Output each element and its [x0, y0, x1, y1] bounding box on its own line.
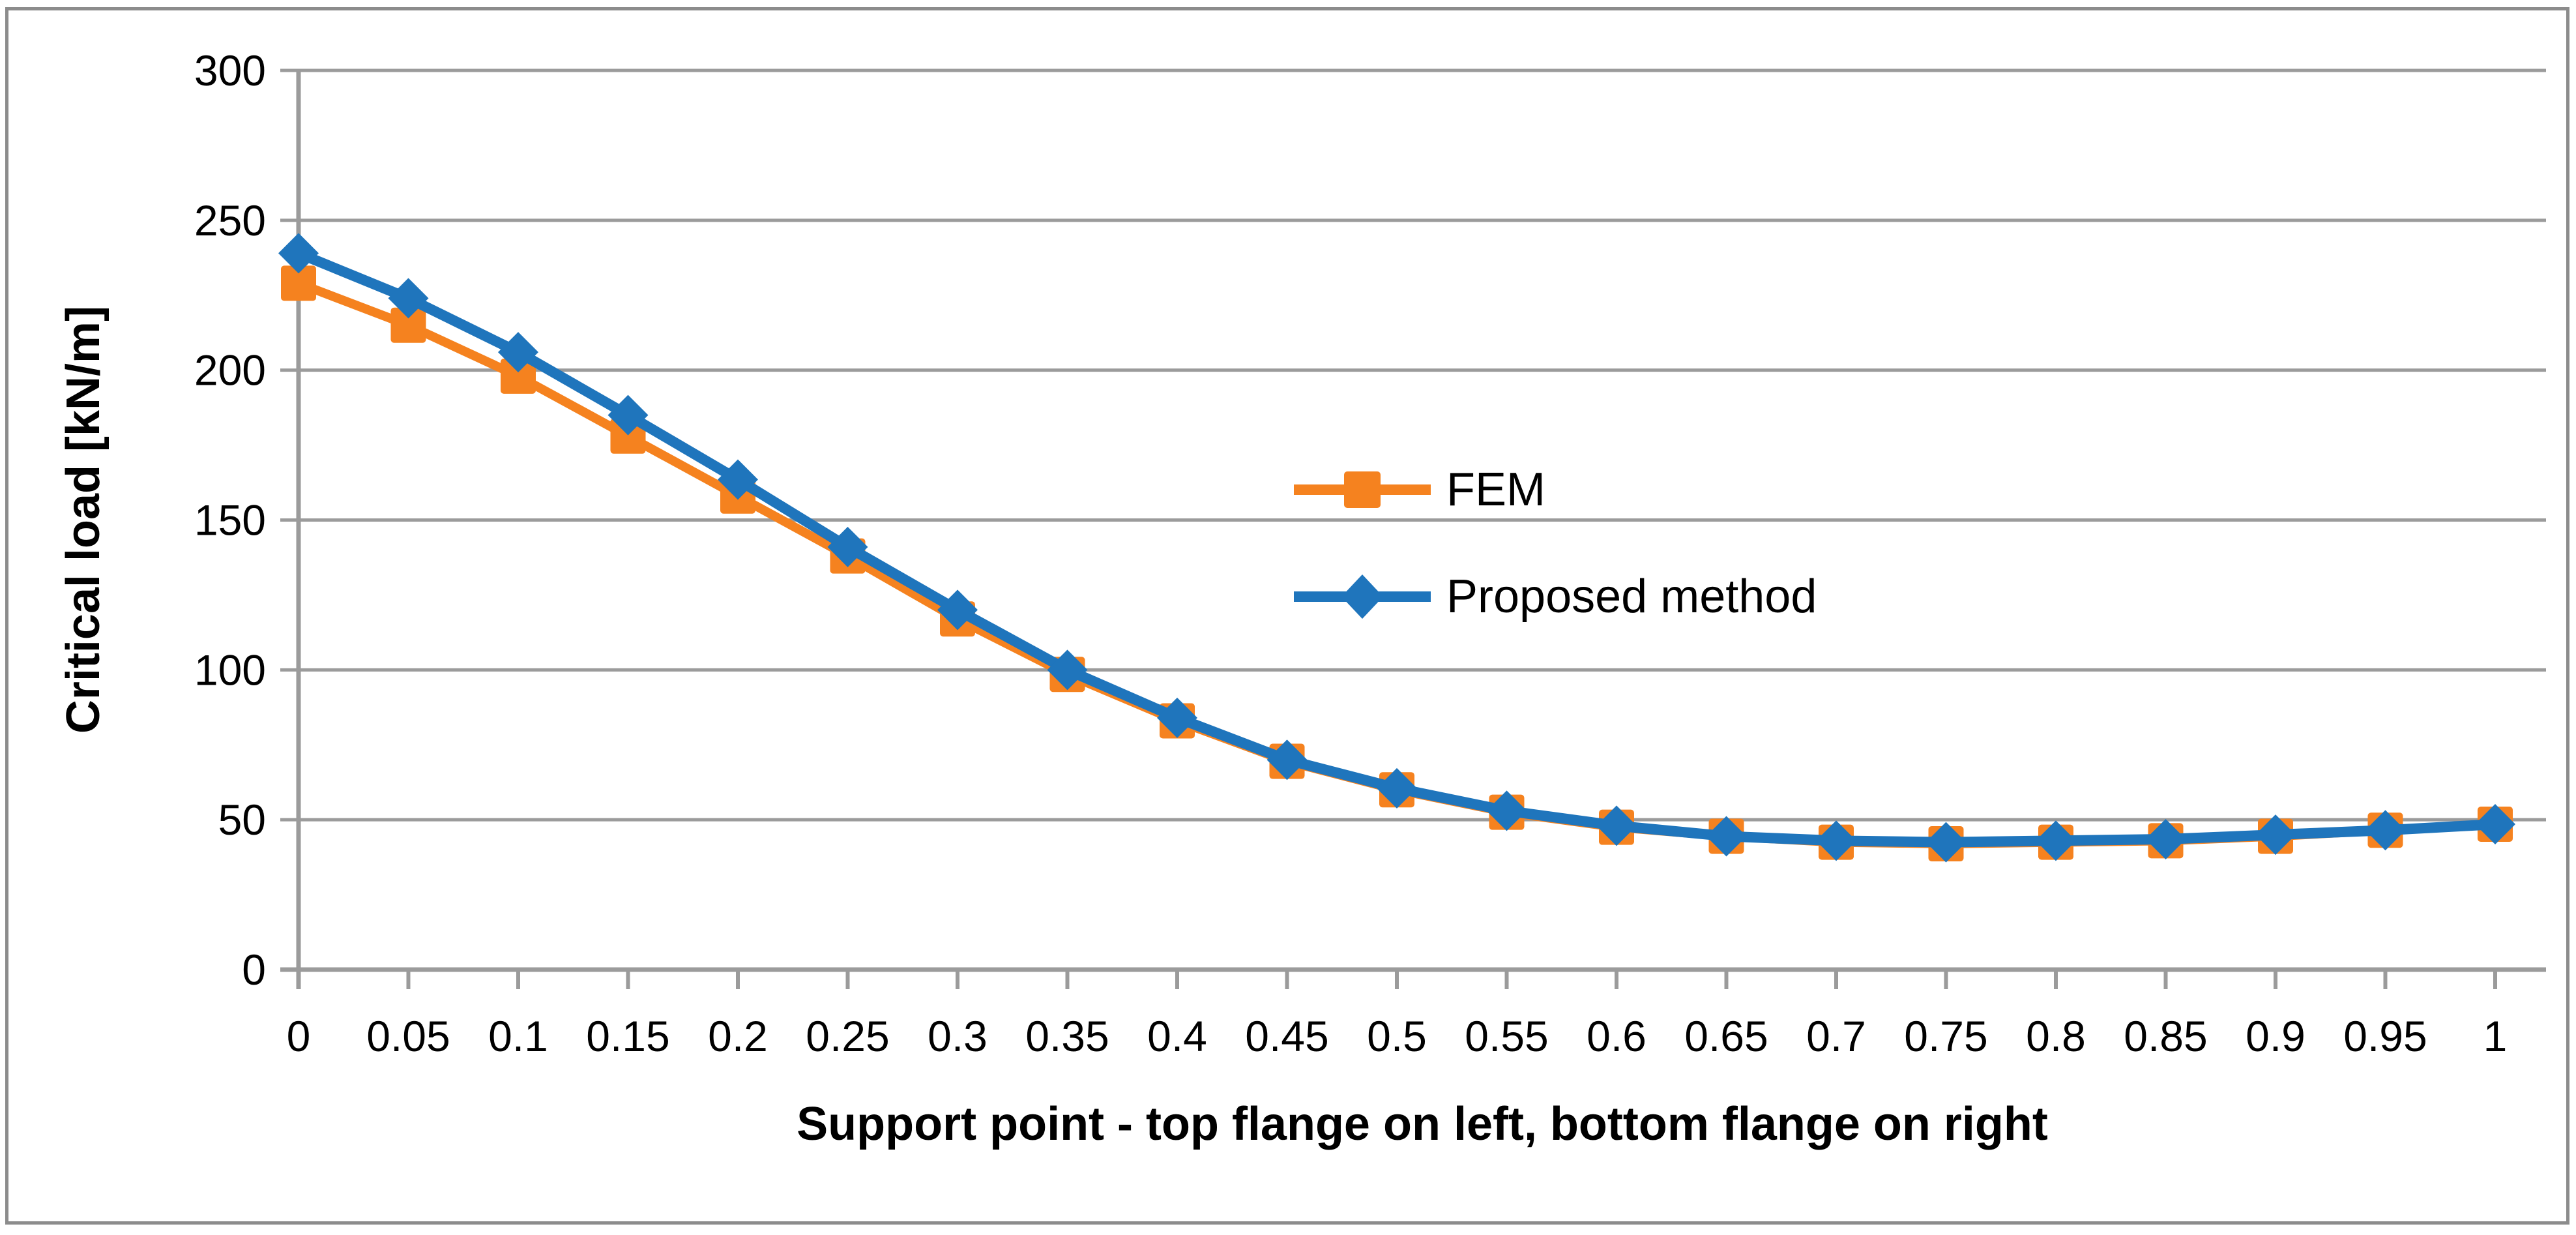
- proposed-method-data-point-marker[interactable]: [2255, 814, 2296, 856]
- proposed-method-data-point-marker[interactable]: [1266, 739, 1308, 781]
- proposed-method-data-point-marker[interactable]: [2036, 820, 2076, 861]
- proposed-method-series-swatch-icon: [1294, 574, 1431, 619]
- x-tick-label: 0: [287, 1012, 311, 1060]
- proposed-method-data-point-marker[interactable]: [718, 459, 758, 500]
- x-axis-title: Support point - top flange on left, bott…: [797, 1098, 2048, 1150]
- proposed-method-data-point-marker[interactable]: [1596, 805, 1637, 846]
- x-tick-label: 0.8: [2026, 1012, 2086, 1060]
- x-tick-label: 0.35: [1025, 1012, 1109, 1060]
- legend: FEM Proposed method: [1287, 449, 1817, 638]
- x-tick-label: 0.95: [2343, 1012, 2427, 1060]
- y-axis-title: Critical load [kN/m]: [57, 306, 110, 734]
- proposed-method-data-point-marker[interactable]: [388, 278, 429, 319]
- x-tick-label: 0.9: [2246, 1012, 2305, 1060]
- y-tick-label: 50: [218, 796, 266, 844]
- proposed-method-data-point-marker[interactable]: [1377, 767, 1417, 809]
- data-series: [278, 233, 2515, 863]
- x-tick-label: 0.1: [488, 1012, 548, 1060]
- proposed-method-data-point-marker[interactable]: [827, 526, 868, 567]
- axes: [296, 70, 2497, 989]
- gridlines: [280, 68, 2546, 972]
- y-tick-label: 200: [194, 346, 266, 394]
- x-tick-label: 0.6: [1587, 1012, 1647, 1060]
- fem-series-swatch-icon: [1294, 471, 1431, 508]
- x-tick-label: 0.15: [586, 1012, 669, 1060]
- proposed-method-data-point-marker[interactable]: [607, 394, 649, 436]
- y-tick-labels: 0 50 100 150 200 250 300: [194, 46, 266, 994]
- y-tick-label: 250: [194, 196, 266, 245]
- legend-label-proposed-method: Proposed method: [1446, 571, 1817, 623]
- x-tick-label: 0.55: [1465, 1012, 1548, 1060]
- x-tick-label: 0.3: [928, 1012, 988, 1060]
- legend-item-proposed-method[interactable]: Proposed method: [1287, 556, 1817, 638]
- x-tick-label: 1: [2483, 1012, 2508, 1060]
- proposed-method-data-point-marker[interactable]: [1486, 790, 1527, 831]
- x-tick-label: 0.5: [1367, 1012, 1427, 1060]
- fem-data-point-marker[interactable]: [610, 418, 646, 454]
- x-tick-label: 0.7: [1806, 1012, 1866, 1060]
- proposed-method-data-point-marker[interactable]: [2145, 819, 2186, 860]
- proposed-method-data-point-marker[interactable]: [498, 332, 538, 373]
- proposed-method-data-point-marker[interactable]: [1925, 822, 1967, 863]
- proposed-method-data-point-marker[interactable]: [278, 233, 319, 274]
- proposed-method-data-point-marker[interactable]: [1047, 649, 1088, 691]
- legend-item-fem[interactable]: FEM: [1287, 449, 1817, 531]
- x-tick-label: 0.25: [806, 1012, 889, 1060]
- proposed-method-data-point-marker[interactable]: [1157, 697, 1197, 738]
- chart-border-frame: [5, 7, 2569, 1225]
- y-tick-label: 100: [194, 646, 266, 694]
- proposed-method-data-point-marker[interactable]: [1706, 816, 1747, 857]
- fem-data-point-marker[interactable]: [390, 307, 426, 343]
- x-tick-label: 0.75: [1904, 1012, 1987, 1060]
- x-tick-labels: 0 0.05 0.1 0.15 0.2 0.25 0.3 0.35 0.4 0.45 0.5 0.55…: [287, 1012, 2508, 1060]
- x-tick-label: 0.85: [2124, 1012, 2207, 1060]
- x-tick-label: 0.45: [1245, 1012, 1328, 1060]
- x-tick-label: 0.05: [366, 1012, 450, 1060]
- x-tick-label: 0.4: [1147, 1012, 1207, 1060]
- proposed-method-data-point-marker[interactable]: [1816, 820, 1856, 861]
- y-tick-label: 300: [194, 46, 266, 95]
- y-tick-label: 150: [194, 496, 266, 544]
- legend-label-fem: FEM: [1446, 464, 1545, 516]
- y-tick-label: 0: [242, 945, 266, 994]
- proposed-method-data-point-marker[interactable]: [2475, 804, 2515, 845]
- x-tick-label: 0.65: [1684, 1012, 1768, 1060]
- proposed-method-data-point-marker[interactable]: [2365, 810, 2406, 851]
- x-tick-label: 0.2: [708, 1012, 768, 1060]
- proposed-method-data-point-marker[interactable]: [937, 589, 978, 631]
- fem-data-point-marker[interactable]: [281, 265, 316, 301]
- fem-data-point-marker[interactable]: [501, 358, 536, 394]
